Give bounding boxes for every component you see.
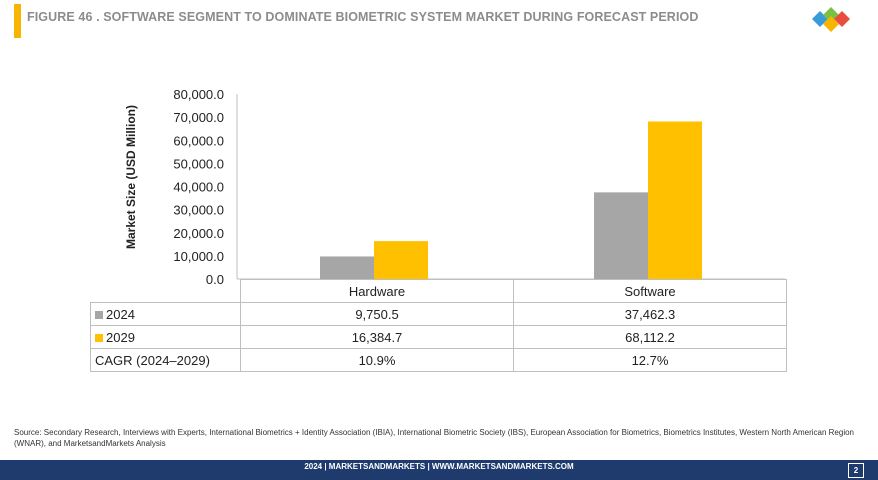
y-tick-label: 50,000.0 [173, 156, 224, 171]
y-tick-label: 10,000.0 [173, 249, 224, 264]
table-row-label: 2024 [90, 302, 241, 326]
footer-bar: 2024 | MARKETSANDMARKETS | WWW.MARKETSAN… [0, 460, 878, 480]
table-header-row: Hardware Software [90, 279, 787, 303]
table-cell: 10.9% [240, 348, 514, 372]
table-corner-cell [90, 279, 241, 303]
bar-chart: Market Size (USD Million) 0.010,000.020,… [124, 87, 785, 287]
bar-hardware-2029 [374, 241, 428, 279]
page-number: 2 [848, 463, 864, 478]
y-tick-label: 80,000.0 [173, 87, 224, 102]
table-row-label: 2029 [90, 325, 241, 349]
table-header-software: Software [513, 279, 787, 303]
bar-software-2024 [594, 192, 648, 279]
legend-swatch-2029 [95, 333, 103, 342]
y-tick-label: 40,000.0 [173, 180, 224, 195]
table-cell: 9,750.5 [240, 302, 514, 326]
y-axis-label: Market Size (USD Million) [124, 105, 138, 249]
bar-software-2029 [648, 121, 702, 279]
logo-diamond-yellow [823, 16, 839, 32]
footer-text: 2024 | MARKETSANDMARKETS | WWW.MARKETSAN… [304, 462, 574, 471]
data-table: Hardware Software 2024 9,750.5 37,462.3 … [90, 279, 787, 372]
source-note: Source: Secondary Research, Interviews w… [14, 428, 854, 448]
table-row-label: CAGR (2024–2029) [90, 348, 241, 372]
row-label-2024: 2024 [106, 306, 135, 322]
y-tick-label: 70,000.0 [173, 110, 224, 125]
bar-hardware-2024 [320, 256, 374, 279]
marketsandmarkets-logo [812, 7, 850, 32]
table-row: 2029 16,384.7 68,112.2 [90, 325, 787, 349]
legend-swatch-2024 [95, 310, 103, 319]
table-cell: 12.7% [513, 348, 787, 372]
y-tick-label: 20,000.0 [173, 226, 224, 241]
figure-title: FIGURE 46 . SOFTWARE SEGMENT TO DOMINATE… [27, 10, 699, 24]
y-tick-label: 60,000.0 [173, 133, 224, 148]
title-accent-bar [14, 4, 21, 38]
table-cell: 37,462.3 [513, 302, 787, 326]
table-header-hardware: Hardware [240, 279, 514, 303]
y-tick-label: 30,000.0 [173, 203, 224, 218]
table-cell: 16,384.7 [240, 325, 514, 349]
row-label-2029: 2029 [106, 329, 135, 345]
table-row: 2024 9,750.5 37,462.3 [90, 302, 787, 326]
table-cell: 68,112.2 [513, 325, 787, 349]
table-row: CAGR (2024–2029) 10.9% 12.7% [90, 348, 787, 372]
